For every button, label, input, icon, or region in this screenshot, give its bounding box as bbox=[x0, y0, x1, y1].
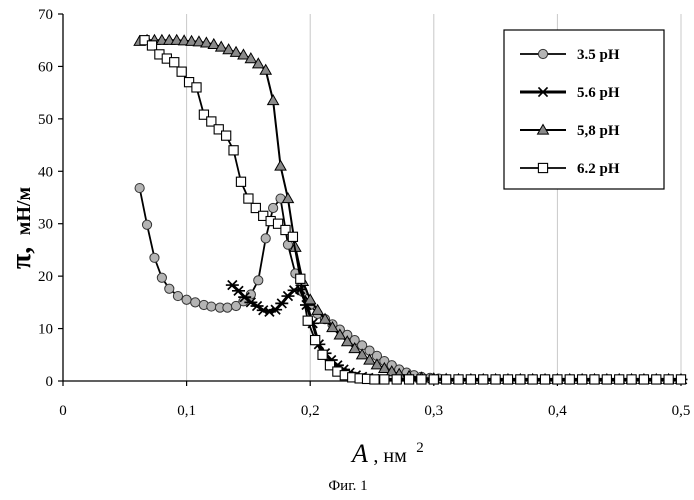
marker-circle bbox=[261, 234, 270, 243]
y-tick-label: 60 bbox=[38, 59, 53, 75]
y-tick-label: 0 bbox=[46, 374, 54, 390]
legend: 3.5 pH 5.6 pH 5,8 pH 6.2 pH bbox=[504, 30, 664, 189]
y-tick-label: 20 bbox=[38, 269, 53, 285]
marker-square bbox=[429, 375, 438, 384]
marker-square bbox=[479, 375, 488, 384]
marker-square bbox=[236, 177, 245, 186]
marker-square bbox=[565, 375, 574, 384]
marker-square bbox=[192, 83, 201, 92]
marker-square bbox=[639, 375, 648, 384]
marker-square bbox=[244, 194, 253, 203]
marker-square bbox=[516, 375, 525, 384]
y-tick-label: 10 bbox=[38, 322, 53, 338]
y-tick-label: 30 bbox=[38, 217, 53, 233]
marker-circle bbox=[223, 303, 232, 312]
marker-square bbox=[578, 375, 587, 384]
marker-circle bbox=[165, 284, 174, 293]
x-tick-label: 0,1 bbox=[177, 403, 196, 419]
marker-circle bbox=[157, 273, 166, 282]
marker-square bbox=[538, 163, 547, 172]
marker-square bbox=[370, 375, 379, 384]
marker-circle bbox=[182, 295, 191, 304]
legend-label: 5.6 pH bbox=[577, 85, 620, 101]
marker-circle bbox=[254, 276, 263, 285]
marker-square bbox=[303, 316, 312, 325]
marker-square bbox=[442, 375, 451, 384]
marker-square bbox=[627, 375, 636, 384]
marker-square bbox=[503, 375, 512, 384]
y-axis-symbol: π, bbox=[6, 247, 37, 269]
marker-square bbox=[380, 375, 389, 384]
x-tick-label: 0 bbox=[59, 403, 67, 419]
marker-circle bbox=[173, 291, 182, 300]
marker-square bbox=[222, 131, 231, 140]
legend-label: 3.5 pH bbox=[577, 47, 620, 63]
legend-label: 6.2 pH bbox=[577, 161, 620, 177]
marker-circle bbox=[207, 302, 216, 311]
x-tick-label: 0,5 bbox=[672, 403, 691, 419]
marker-square bbox=[170, 58, 179, 67]
y-axis-unit: мН/м bbox=[13, 187, 35, 235]
marker-square bbox=[454, 375, 463, 384]
marker-square bbox=[615, 375, 624, 384]
marker-square bbox=[466, 375, 475, 384]
marker-circle bbox=[150, 253, 159, 262]
y-tick-label: 70 bbox=[38, 7, 53, 23]
marker-square bbox=[404, 375, 413, 384]
marker-square bbox=[229, 146, 238, 155]
x-tick-label: 0,2 bbox=[301, 403, 320, 419]
marker-square bbox=[318, 350, 327, 359]
marker-square bbox=[288, 232, 297, 241]
marker-square bbox=[147, 41, 156, 50]
marker-circle bbox=[142, 220, 151, 229]
marker-square bbox=[540, 375, 549, 384]
marker-square bbox=[392, 375, 401, 384]
legend-label: 5,8 pH bbox=[577, 123, 620, 139]
marker-square bbox=[296, 274, 305, 283]
x-tick-label: 0,4 bbox=[548, 403, 567, 419]
marker-square bbox=[664, 375, 673, 384]
marker-square bbox=[602, 375, 611, 384]
marker-circle bbox=[538, 49, 547, 58]
figure-caption: Фиг. 1 bbox=[328, 478, 367, 494]
y-tick-label: 40 bbox=[38, 164, 53, 180]
x-tick-label: 0,3 bbox=[424, 403, 443, 419]
marker-square bbox=[553, 375, 562, 384]
marker-square bbox=[491, 375, 500, 384]
marker-circle bbox=[135, 183, 144, 192]
marker-square bbox=[177, 67, 186, 76]
marker-square bbox=[528, 375, 537, 384]
marker-square bbox=[311, 336, 320, 345]
marker-square bbox=[590, 375, 599, 384]
marker-square bbox=[417, 375, 426, 384]
marker-square bbox=[676, 375, 685, 384]
y-tick-label: 50 bbox=[38, 112, 53, 128]
x-axis-label: A bbox=[350, 439, 368, 468]
x-axis-unit: , нм bbox=[373, 445, 407, 467]
marker-circle bbox=[269, 203, 278, 212]
x-axis-unit-exponent: 2 bbox=[416, 440, 424, 456]
marker-circle bbox=[191, 298, 200, 307]
marker-square bbox=[652, 375, 661, 384]
